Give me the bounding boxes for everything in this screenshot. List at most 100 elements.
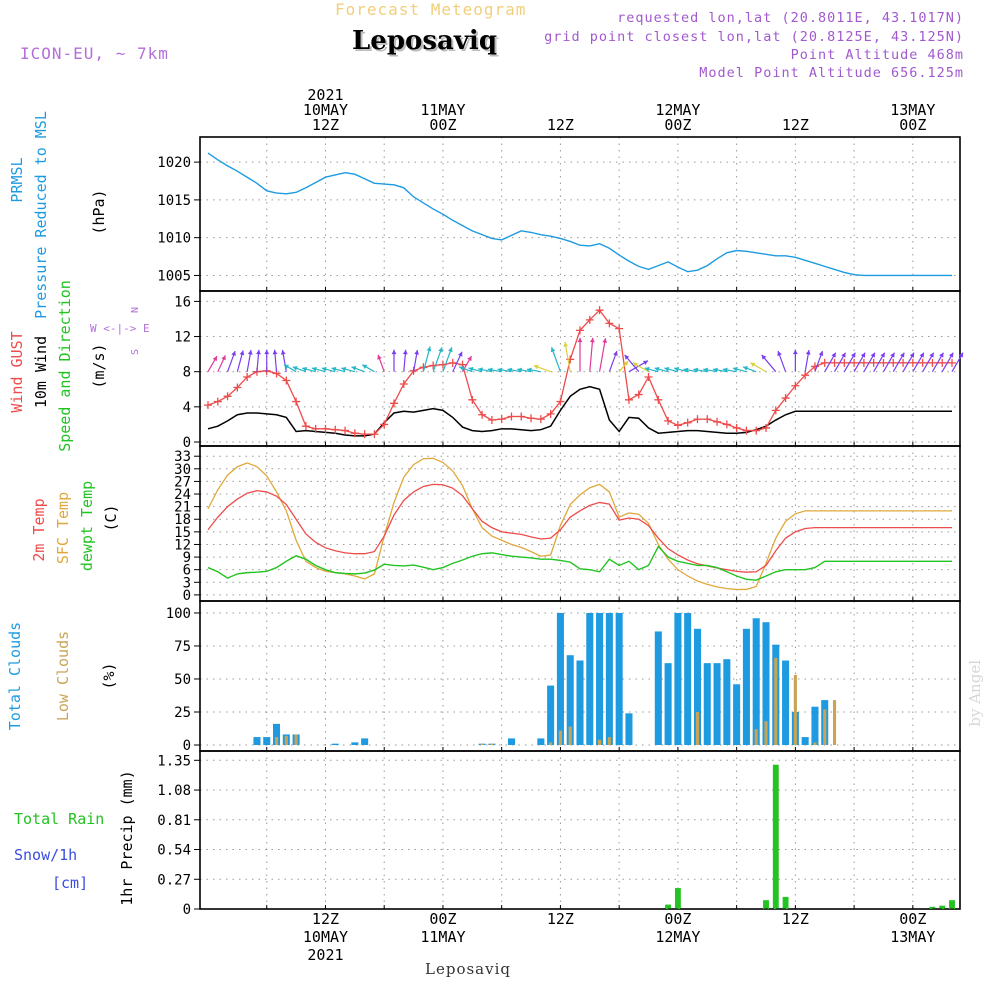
point-altitude: Point Altitude 468m [790,47,964,63]
rain-bar [772,764,779,909]
gust-marker [615,324,624,333]
sfc-label: SFC Temp [54,492,72,564]
gust-marker [889,358,898,367]
bottom-axis-label: 10MAY [303,928,348,946]
wind-arrow-head [722,367,728,373]
compass-s-label: S [130,349,141,355]
wind-arrow-head [602,338,608,343]
wind-arrow-head [958,352,963,358]
wind-arrow-head [468,366,474,372]
gust-marker [791,381,800,390]
total-cloud-bar [782,660,790,745]
low-cloud-label: Low Clouds [54,631,72,721]
y-tick-label: 0.81 [157,813,191,829]
wind-arrow-head [929,352,934,358]
gust-marker [644,372,653,381]
wind-arrow-head [624,354,630,360]
gust-marker [448,358,457,367]
top-axis-label: 11MAY [420,101,465,119]
wind-arrow-head [426,346,432,352]
wind-arrow-head [459,366,465,371]
model-label: ICON-EU, ~ 7km [20,44,169,63]
rain-bar [949,900,955,909]
gust-marker [948,358,956,367]
wind-arrow [598,338,607,372]
wind-arrow-head [761,354,767,360]
gust-marker [938,358,947,367]
gust-marker [223,392,232,401]
low-cloud-bar [823,709,827,745]
wind-arrow-head [239,350,245,356]
wind-arrow-head [467,356,472,362]
top-axis-label: 00Z [899,116,926,134]
gust-marker [301,422,310,431]
y-tick-label: 1.08 [157,783,191,799]
wind-arrow-head [563,342,569,347]
t2m-line [207,483,952,573]
location-title: Leposaviq [352,26,497,56]
total-cloud-bar [263,737,271,745]
wind-arrow-head [487,367,493,373]
total-cloud-bar [331,743,339,745]
y-tick-label: 8 [183,365,191,381]
wind-arrow-head [880,352,885,358]
low-cloud-bar [607,737,611,745]
gust-marker [673,421,682,430]
gust-marker [399,380,408,388]
chart-title: Forecast Meteogram [335,0,527,19]
y-tick-label: 27 [174,474,191,490]
gust-marker [546,409,555,418]
top-axis-label: 12Z [782,116,809,134]
cloud-unit: (%) [100,662,118,689]
y-tick-label: 100 [166,606,191,622]
wind-arrow-head [272,349,278,355]
snow-unit: [cm] [52,874,88,892]
y-tick-label: 50 [174,672,191,688]
wind-arrow-head [743,366,748,371]
bottom-axis-label: 12MAY [655,928,700,946]
y-tick-label: 12 [174,537,191,553]
gust-marker [781,394,790,403]
gust-marker [918,358,927,367]
wind-arrow-head [517,367,523,373]
wind-arrow-head [331,366,337,372]
top-axis-label: 00Z [429,116,456,134]
total-cloud-label: Total Clouds [6,622,24,730]
wind-arrow-head [919,352,924,358]
total-cloud-bar [253,737,261,745]
wind-arrow-head [292,366,298,371]
low-cloud-bar [274,737,279,745]
wind-arrow-head [939,352,944,358]
low-cloud-bar [480,743,484,745]
wind-arrow-head [550,347,556,353]
wind-arrow-head [750,362,756,367]
gust-marker [213,397,222,406]
wind-arrow-head [231,351,236,356]
wind-arrow-head [693,367,699,373]
wind-arrow-head [264,349,270,355]
y-tick-label: 33 [174,449,191,465]
rain-bar [929,906,936,909]
total-cloud-bar [537,738,545,745]
total-cloud-bar [556,612,564,745]
gust-marker [908,358,917,367]
gust-marker [360,430,369,439]
rain-bar [782,896,789,909]
gust-marker [879,358,888,367]
wind-arrow-head [283,364,289,369]
bottom-axis-label: 00Z [899,910,926,928]
wind-arrow-head [321,366,327,372]
requested-coords: requested lon,lat (20.8011E, 43.1017N) [617,10,964,26]
total-cloud-bar [801,737,809,745]
gust-marker [899,358,908,367]
total-cloud-bar [684,612,692,745]
y-tick-label: 9 [183,550,191,566]
y-tick-label: 1.35 [157,753,191,769]
wind-arrow-head [818,351,824,356]
y-tick-label: 0 [183,588,191,604]
y-tick-label: 25 [174,705,191,721]
gust-marker [605,319,614,328]
low-cloud-bar [568,726,572,745]
gust-marker [830,358,839,367]
